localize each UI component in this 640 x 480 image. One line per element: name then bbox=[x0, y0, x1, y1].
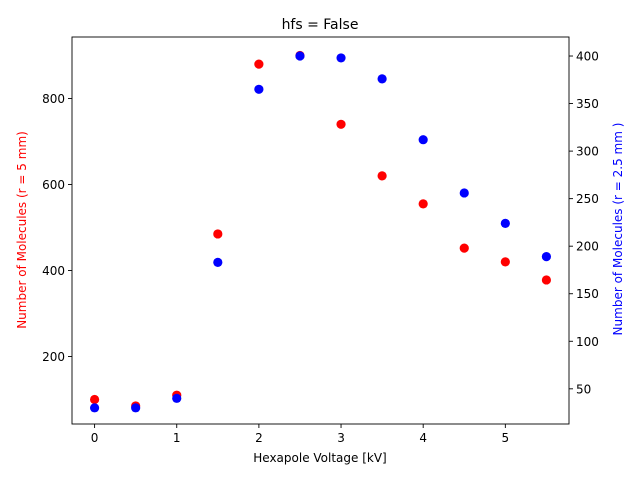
left-y-tick-label: 200 bbox=[42, 350, 65, 364]
left-y-tick-label: 400 bbox=[42, 264, 65, 278]
left-y-axis-label: Number of Molecules (r = 5 mm) bbox=[15, 131, 29, 329]
blue-data-point bbox=[89, 403, 100, 413]
chart-title: hfs = False bbox=[282, 17, 359, 33]
red-data-point bbox=[418, 199, 428, 209]
blue-data-point bbox=[418, 135, 428, 145]
red-data-point bbox=[500, 257, 510, 267]
blue-data-point bbox=[131, 403, 141, 413]
blue-data-point bbox=[541, 252, 552, 262]
red-data-point bbox=[459, 243, 469, 253]
blue-data-point bbox=[254, 84, 264, 94]
red-data-point bbox=[254, 59, 264, 69]
right-y-tick-label: 400 bbox=[576, 50, 599, 64]
red-data-point bbox=[336, 119, 346, 129]
x-axis-label: Hexapole Voltage [kV] bbox=[253, 451, 387, 465]
blue-data-point bbox=[172, 393, 182, 403]
red-data-point bbox=[213, 229, 223, 239]
blue-data-point bbox=[336, 53, 346, 63]
left-y-tick-label: 600 bbox=[42, 178, 65, 192]
right-y-tick-label: 250 bbox=[576, 192, 599, 206]
right-y-tick-label: 300 bbox=[576, 145, 599, 159]
right-y-tick-label: 200 bbox=[576, 240, 599, 254]
blue-data-point bbox=[459, 188, 469, 198]
blue-data-point bbox=[213, 257, 223, 267]
x-tick-label: 4 bbox=[419, 431, 427, 445]
right-y-tick-label: 350 bbox=[576, 97, 599, 111]
blue-data-point bbox=[377, 74, 387, 84]
right-y-tick-label: 100 bbox=[576, 335, 599, 349]
red-data-point bbox=[89, 394, 100, 405]
right-y-tick-label: 150 bbox=[576, 287, 599, 301]
x-tick-label: 0 bbox=[91, 431, 99, 445]
blue-data-point bbox=[295, 51, 305, 61]
x-tick-label: 2 bbox=[255, 431, 263, 445]
right-y-tick-label: 50 bbox=[576, 382, 591, 396]
red-data-point bbox=[541, 275, 552, 285]
points-layer bbox=[89, 50, 552, 413]
axes-layer: 0 1 2 3 4 5 200 400 600 800 50 100 150 200 250 300 350 40… bbox=[42, 36, 599, 445]
left-y-tick-label: 800 bbox=[42, 92, 65, 106]
plot-frame bbox=[71, 36, 570, 425]
right-y-axis-label: Number of Molecules (r = 2.5 mm ) bbox=[611, 123, 625, 336]
x-tick-label: 5 bbox=[502, 431, 510, 445]
red-data-point bbox=[377, 171, 387, 181]
blue-data-point bbox=[500, 218, 510, 228]
x-tick-label: 3 bbox=[337, 431, 345, 445]
x-tick-label: 1 bbox=[173, 431, 181, 445]
